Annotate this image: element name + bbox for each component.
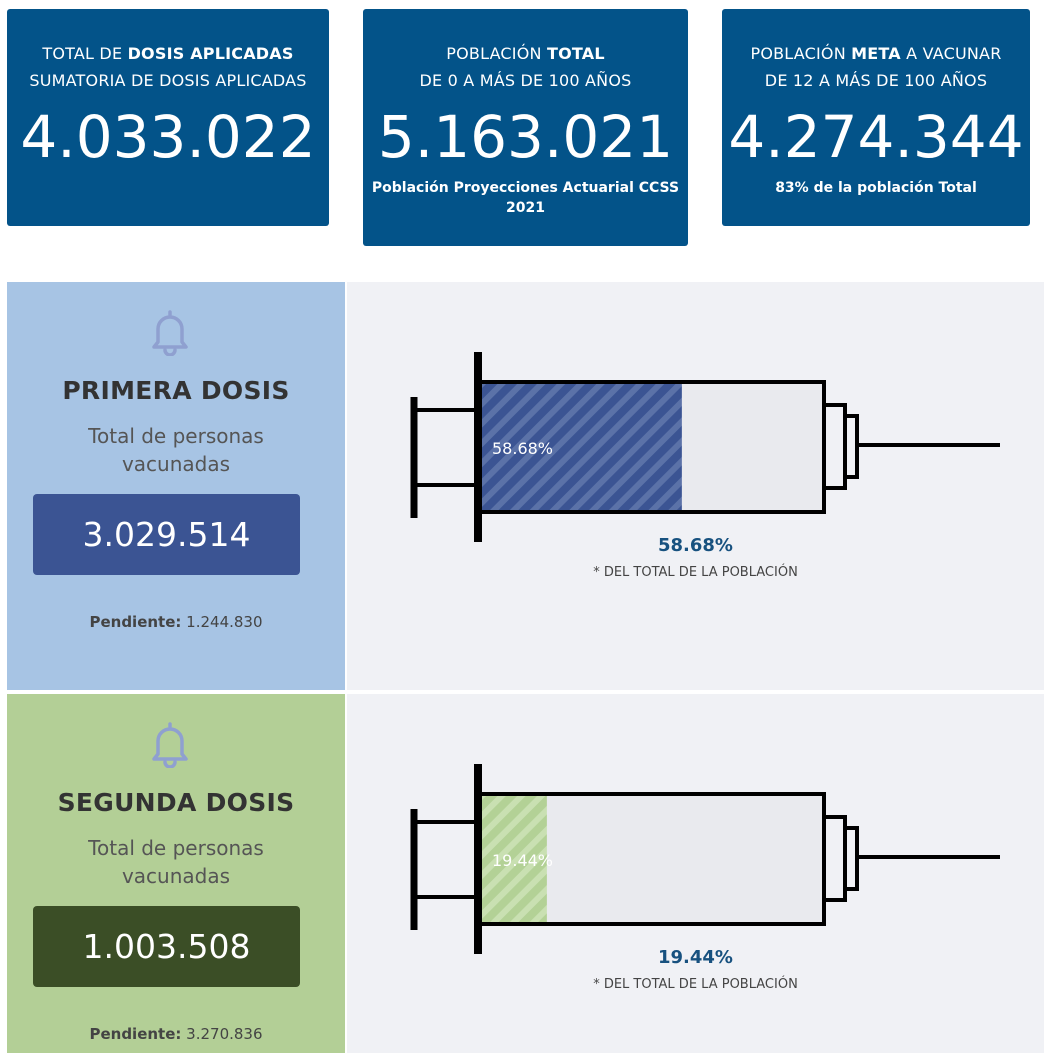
title-part: POBLACIÓN <box>446 44 547 63</box>
card-title: POBLACIÓN TOTAL DE 0 A MÁS DE 100 AÑOS <box>363 40 688 94</box>
percent: 19.44% <box>658 947 733 968</box>
hub <box>822 403 847 490</box>
pending: Pendiente: 3.270.836 <box>7 1025 345 1043</box>
dose-subtitle: Total de personas vacunadas <box>88 424 264 476</box>
card-title-line: TOTAL DE DOSIS APLICADAS <box>7 40 329 67</box>
dose-subtitle: Total de personas vacunadas <box>88 836 264 888</box>
hub-tip <box>843 826 859 891</box>
title-part: TOTAL <box>546 44 605 63</box>
card-note: Población Proyecciones Actuarial CCSS 20… <box>371 180 680 216</box>
bell-shape <box>152 722 188 768</box>
bell-icon <box>152 310 188 356</box>
dose-panel: SEGUNDA DOSIS Total de personas vacunadas… <box>7 694 345 1053</box>
bell-shape <box>152 310 188 356</box>
dose-title: SEGUNDA DOSIS <box>57 788 295 817</box>
syringe: 58.68% <box>410 352 1000 542</box>
title-part: DOSIS APLICADAS <box>127 44 294 63</box>
card-title: POBLACIÓN META A VACUNAR DE 12 A MÁS DE 1… <box>722 40 1030 94</box>
dose-panel: PRIMERA DOSIS Total de personas vacunadas… <box>7 282 345 690</box>
dose-title: PRIMERA DOSIS <box>62 376 290 405</box>
percent-note: * DEL TOTAL DE LA POBLACIÓN <box>593 977 798 992</box>
card-title-line: DE 0 A MÁS DE 100 AÑOS <box>419 71 632 90</box>
card-value: 4.033.022 <box>20 103 316 171</box>
stat-card: POBLACIÓN META A VACUNAR DE 12 A MÁS DE 1… <box>722 9 1030 226</box>
card-title-line: DE 12 A MÁS DE 100 AÑOS <box>764 71 988 90</box>
card-value: 5.163.021 <box>377 103 674 171</box>
card-title-line: POBLACIÓN META A VACUNAR <box>722 40 1030 67</box>
title-part: POBLACIÓN <box>750 44 852 63</box>
dose-value: 1.003.508 <box>33 906 300 987</box>
dose-chart: 19.44% 19.44% * DEL TOTAL DE LA POBLACIÓN <box>347 694 1044 1053</box>
syringe-group: 19.44% <box>410 764 1000 954</box>
card-title: TOTAL DE DOSIS APLICADAS SUMATORIA DE DOS… <box>7 40 329 94</box>
card-title-line: POBLACIÓN TOTAL <box>363 40 688 67</box>
card-title-line: SUMATORIA DE DOSIS APLICADAS <box>29 71 307 90</box>
pending-value: 3.270.836 <box>186 1025 263 1043</box>
pending-value: 1.244.830 <box>186 613 263 631</box>
stat-card: TOTAL DE DOSIS APLICADAS SUMATORIA DE DOS… <box>7 9 329 226</box>
title-part: TOTAL DE <box>42 44 128 63</box>
percent: 58.68% <box>658 535 733 556</box>
stat-card: POBLACIÓN TOTAL DE 0 A MÁS DE 100 AÑOS 5.1… <box>363 9 688 246</box>
percent-note: * DEL TOTAL DE LA POBLACIÓN <box>593 565 798 580</box>
hub <box>822 815 847 902</box>
fill-bar <box>480 383 682 512</box>
hub-tip <box>843 414 859 479</box>
bell-icon <box>152 722 188 768</box>
card-note: 83% de la población Total <box>775 180 977 196</box>
title-part: A VACUNAR <box>900 44 1002 63</box>
pending-label: Pendiente: <box>89 1025 182 1043</box>
pending: Pendiente: 1.244.830 <box>7 613 345 631</box>
syringe-group: 58.68% <box>410 352 1000 542</box>
dose-chart: 58.68% 58.68% * DEL TOTAL DE LA POBLACIÓN <box>347 282 1044 690</box>
card-value: 4.274.344 <box>728 103 1024 171</box>
fill-bar <box>480 795 547 924</box>
syringe: 19.44% <box>410 764 1000 954</box>
title-part: META <box>851 44 901 63</box>
dose-value: 3.029.514 <box>33 494 300 575</box>
fill-label: 19.44% <box>492 851 553 870</box>
fill-label: 58.68% <box>492 439 553 458</box>
pending-label: Pendiente: <box>89 613 182 631</box>
